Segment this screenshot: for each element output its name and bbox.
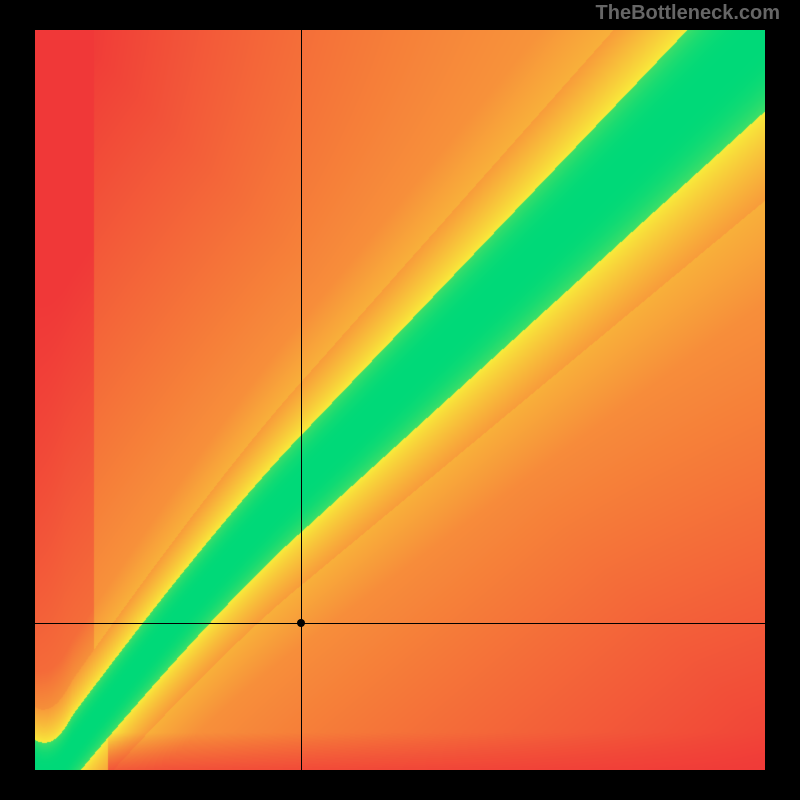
heatmap-canvas xyxy=(35,30,765,770)
watermark-text: TheBottleneck.com xyxy=(596,2,780,25)
crosshair-point xyxy=(297,619,305,627)
plot-area xyxy=(35,30,765,770)
crosshair-vertical xyxy=(301,30,302,770)
crosshair-horizontal xyxy=(35,623,765,624)
